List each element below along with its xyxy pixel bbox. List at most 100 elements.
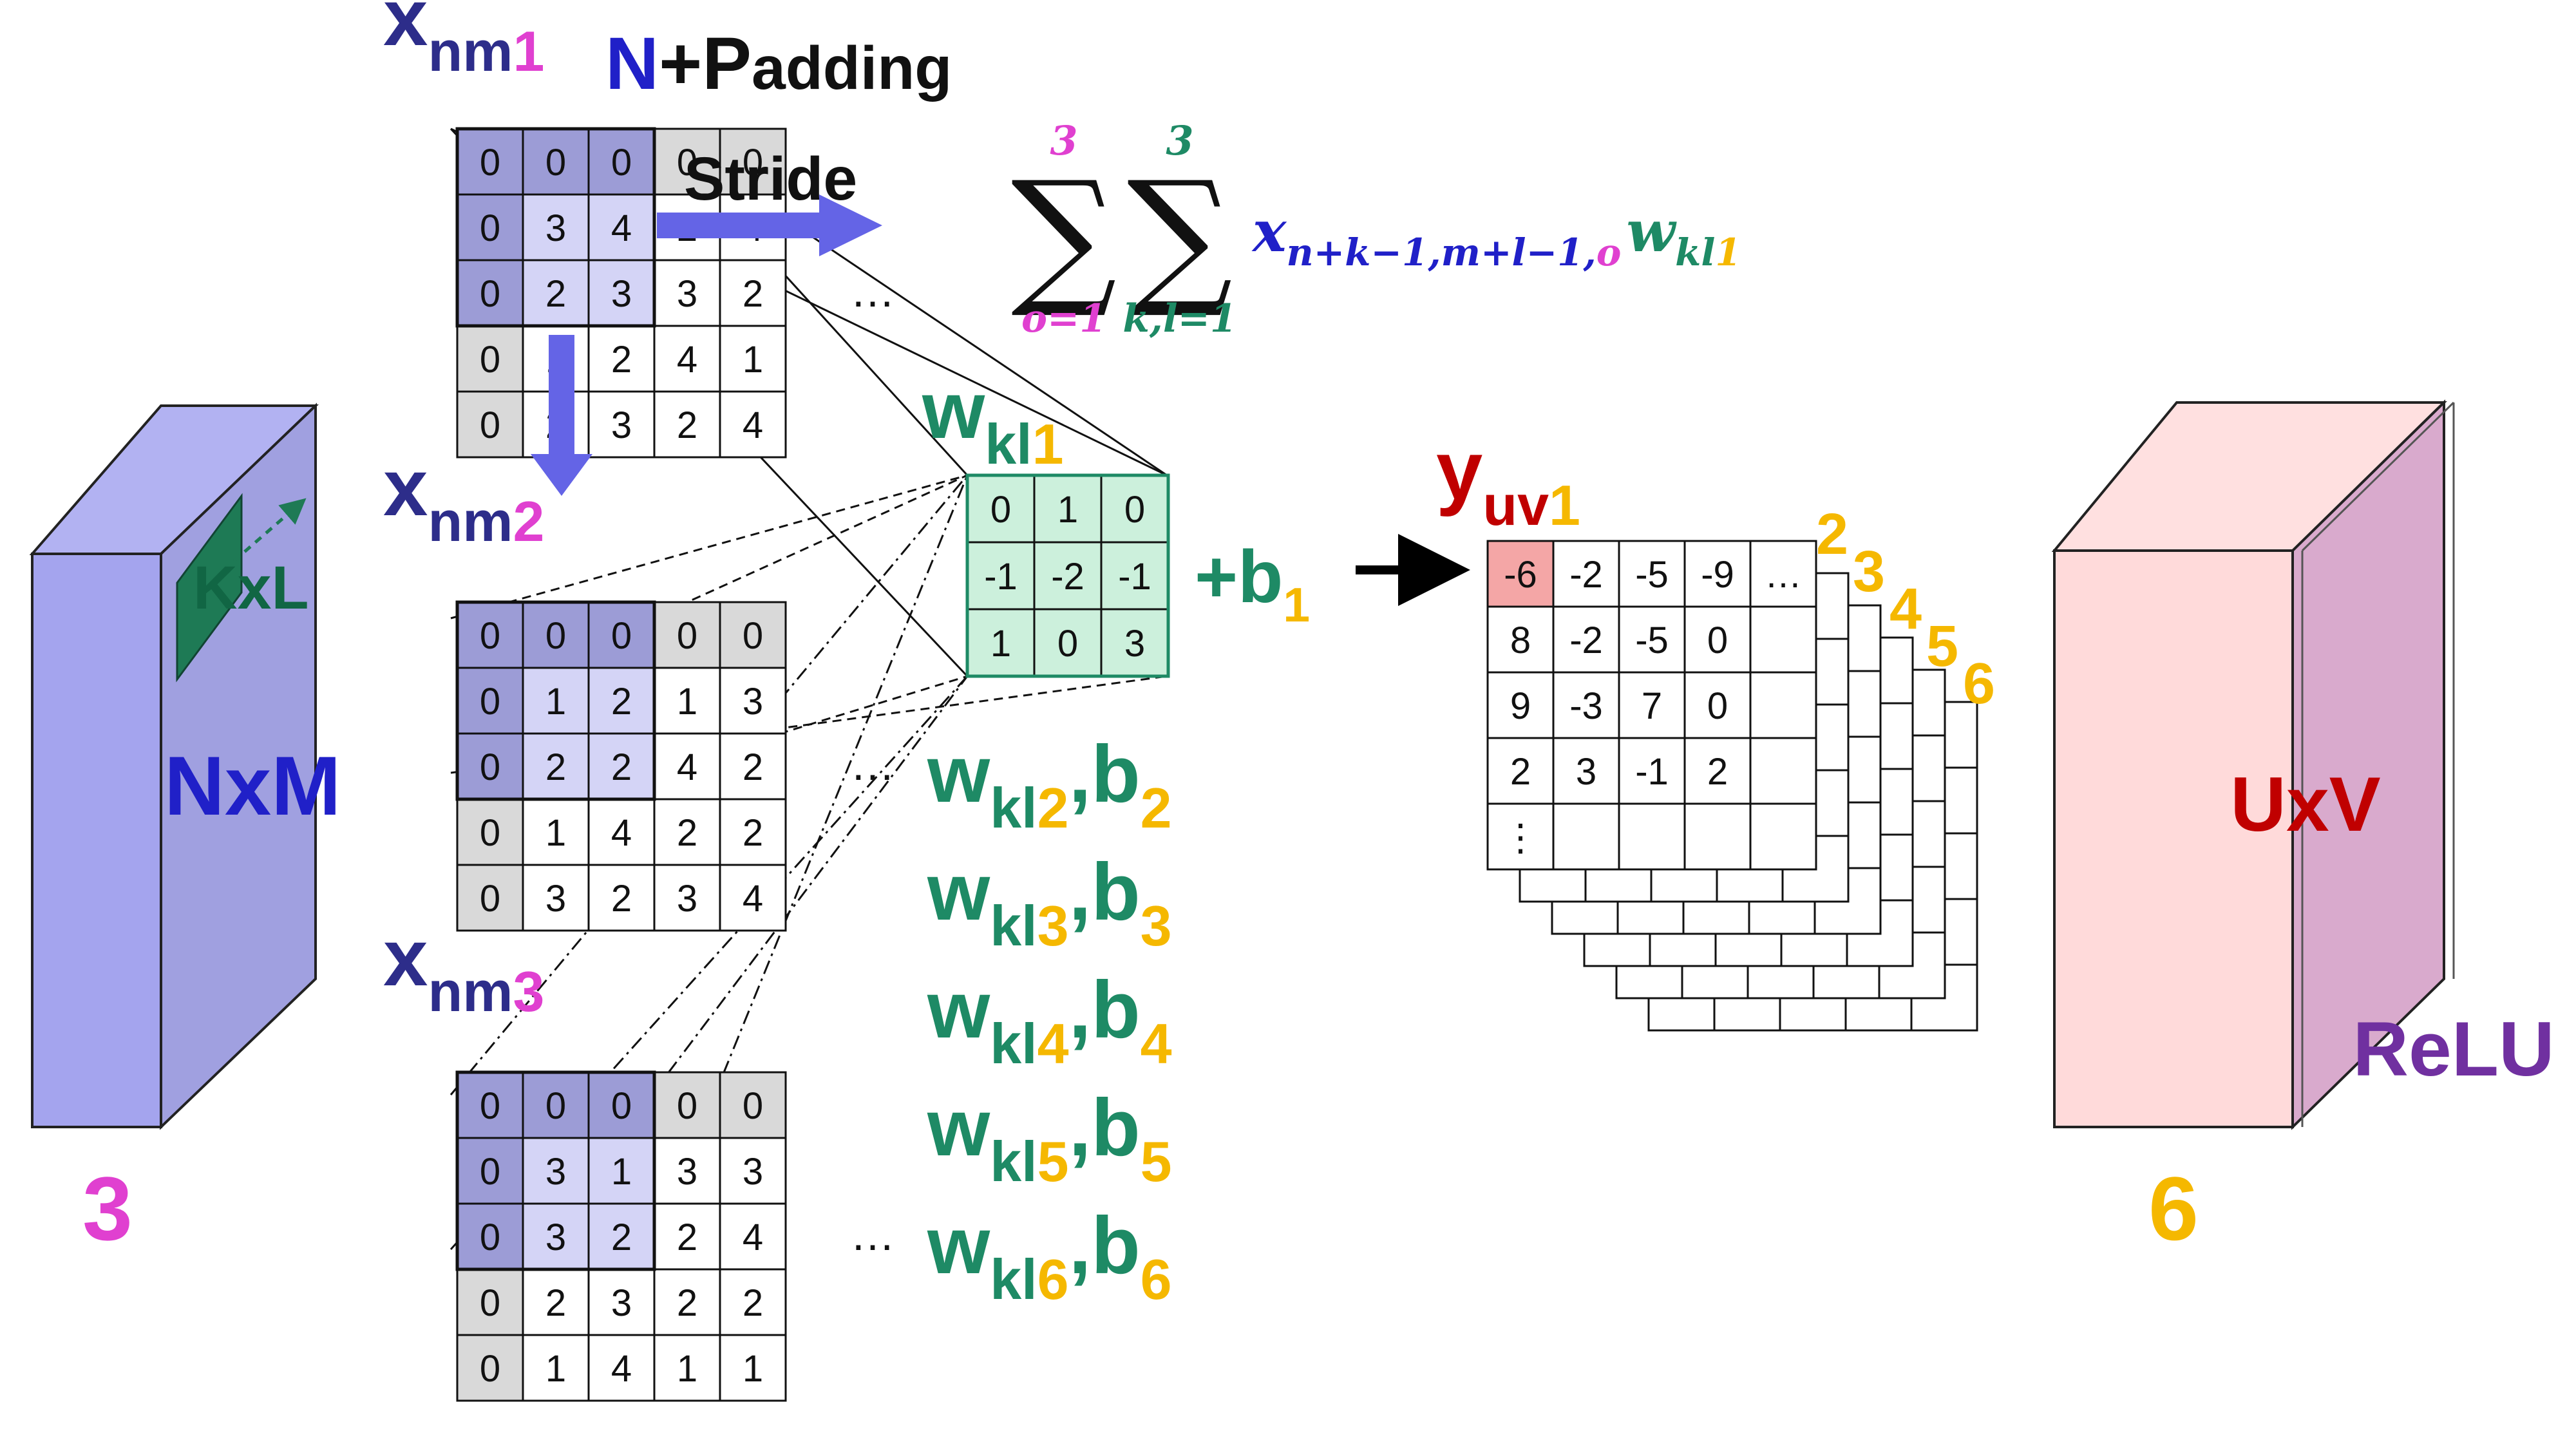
grid-cell [719,390,787,459]
output-cell [1486,671,1555,739]
grid-cell-value: 0 [743,1085,763,1127]
kernel-label: wkl1 [922,366,1064,476]
grid-cell [587,864,656,932]
grid-cell [719,259,787,327]
grid-cell [719,798,787,866]
grid-cell [653,1202,721,1271]
grid-cell-value: 0 [480,681,500,723]
grid-cell-value: 3 [545,878,566,920]
grid-cell [587,667,656,735]
formula-x-sub-o: o [1596,231,1622,274]
grid-cell-value: 0 [480,207,500,249]
output-cell-value: 9 [1510,685,1531,727]
grid-cell [719,732,787,800]
output-label-sub: uv [1482,473,1549,537]
grid-cell-value: 0 [743,142,763,184]
sum-kl-sigma: ∑ [1127,150,1233,322]
channel-label-sub: nm [428,960,513,1023]
proj-line [650,676,969,1095]
grid-cell-value: 3 [545,1151,566,1193]
stack-index-label: 3 [1853,540,1885,604]
grid-cell-value: 4 [611,1348,632,1390]
output-cell-value: -5 [1635,620,1669,661]
kernel-bias-pair-5: wkl5,b5 [927,1083,1172,1193]
output-volume-front-face [2053,549,2294,1128]
input-volume-front-face [31,553,162,1128]
pair-sub: kl [990,1130,1037,1193]
padding-plus-p: +P [659,23,752,105]
formula-x-sub: n+k−1,m+l−1, [1286,231,1596,274]
output-cell-value: 0 [1707,685,1728,727]
output-cell [1486,605,1555,674]
channel-label-base: x [383,443,428,533]
formula-w-sub-idx: 1 [1715,231,1741,274]
grid-cell-value: 0 [480,273,500,315]
output-cell [1749,737,1817,805]
output-label-base: y [1436,423,1482,517]
activation-label: ReLU [2353,1006,2554,1092]
grid-cell-value: 4 [611,812,632,854]
grid-cell-value: 0 [480,1151,500,1193]
grid-cell [719,1071,787,1139]
grid-cell-value: 2 [743,812,763,854]
grid-cell [587,390,656,459]
pair-comma: , [1069,848,1092,937]
kernel-size-label: KxL [193,554,308,622]
stride-down-arrow [531,335,592,496]
grid-cell-value: 2 [677,404,697,446]
output-cell [1683,802,1752,871]
output-cell [1552,737,1620,805]
grid-cell [587,798,656,866]
sum-o-bottom: o=1 [1021,296,1106,341]
stride-right-arrow [657,194,882,256]
grid-cell [456,667,524,735]
output-cell [1618,802,1686,871]
grid-cell [653,667,721,735]
pair-comma: , [1069,965,1092,1055]
kernel-cell-value: -2 [1051,556,1084,598]
input-channel-grids: xnm10000003424023320124102324…xnm2000000… [383,0,895,1402]
relu-face-edge-2 [2301,401,2455,552]
grid-cell-value: 0 [480,746,500,788]
output-cell-value: -3 [1569,685,1603,727]
channel-label-sub: nm [428,489,513,553]
grid-cell-value: 0 [480,339,500,381]
grid-cell-value: 2 [743,746,763,788]
input-volume: KxL NxM 3 [29,402,341,1259]
grid-cell-value: 1 [743,339,763,381]
receptive-field-outline [455,127,656,328]
output-map-1: -6 -2 -5 -9 … 8 -2 -5 0 9 -3 7 0 2 3 -1 2 ⋮ [1486,540,1817,871]
grid-cell [719,1137,787,1205]
grid-cell [456,864,524,932]
grid-cell-value: 0 [480,812,500,854]
kernel-cell [966,474,1036,544]
output-label-idx: 1 [1549,473,1580,537]
pair-b: b [1091,1201,1140,1291]
output-cell-value: 2 [1707,751,1728,793]
grid-cell [653,1071,721,1139]
grid-cell-value: 1 [545,1348,566,1390]
output-cell-value: -5 [1635,554,1669,596]
grid-cell [522,1268,590,1336]
grid-cell-value: 3 [677,1151,697,1193]
pair-comma: , [1069,1083,1092,1173]
highlighted-output-cell [1486,540,1555,608]
grid-ellipsis: … [850,1209,895,1260]
kernel-label-base: w [922,366,985,455]
proj-line [450,474,968,620]
output-cell-value: … [1765,554,1802,596]
formula-w: w [1626,198,1677,265]
pair-bidx: 6 [1141,1247,1172,1311]
grid-cell-value: 0 [480,1085,500,1127]
grid-cell-value: 1 [743,1348,763,1390]
output-label: yuv1 [1436,423,1580,537]
grid-cell-value: 1 [611,1151,632,1193]
sum-o-top: 3 [1050,117,1077,164]
grid-cell-value: 0 [545,1085,566,1127]
input-channel-count: 3 [82,1158,133,1259]
pair-sub: kl [990,776,1037,840]
kernel-cell-value: -1 [984,556,1018,598]
grid-cell-value: 3 [743,681,763,723]
